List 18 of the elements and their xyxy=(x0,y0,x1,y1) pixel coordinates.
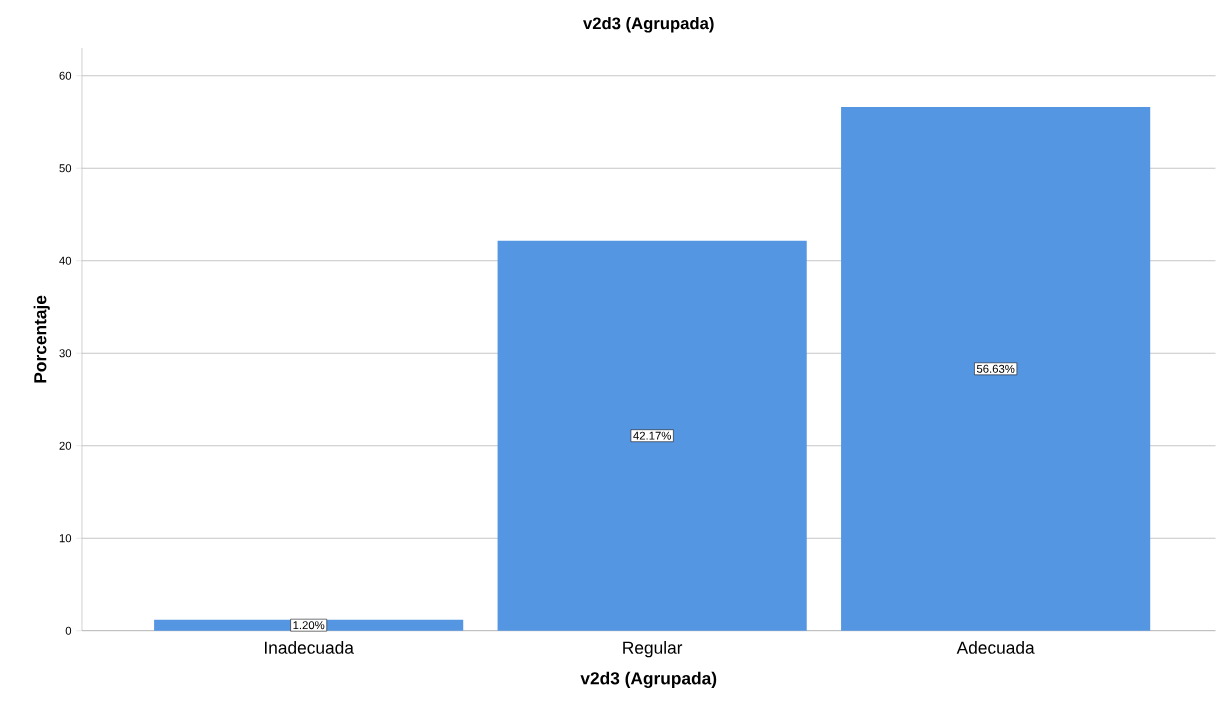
data-label: 42.17% xyxy=(633,431,671,440)
y-tick-label: 10 xyxy=(59,534,72,543)
y-axis-title: Porcentaje xyxy=(33,295,50,383)
chart-title: v2d3 (Agrupada) xyxy=(583,17,714,33)
y-tick-label: 50 xyxy=(59,164,72,173)
y-tick-label: 30 xyxy=(59,349,72,358)
y-tick-label: 20 xyxy=(59,441,72,450)
bar xyxy=(497,240,807,631)
x-tick-label: Inadecuada xyxy=(265,641,354,654)
data-label: 56.63% xyxy=(976,364,1015,373)
y-tick-label: 40 xyxy=(59,256,72,265)
bar xyxy=(841,107,1151,631)
y-tick-label: 60 xyxy=(59,71,72,80)
y-tick-label: 0 xyxy=(65,626,72,635)
x-tick-label: Regular xyxy=(623,641,683,658)
x-tick-label: Adecuada xyxy=(956,641,1035,654)
x-axis-title: v2d3 (Agrupada) xyxy=(580,671,717,689)
data-label: 1.20% xyxy=(293,621,325,630)
